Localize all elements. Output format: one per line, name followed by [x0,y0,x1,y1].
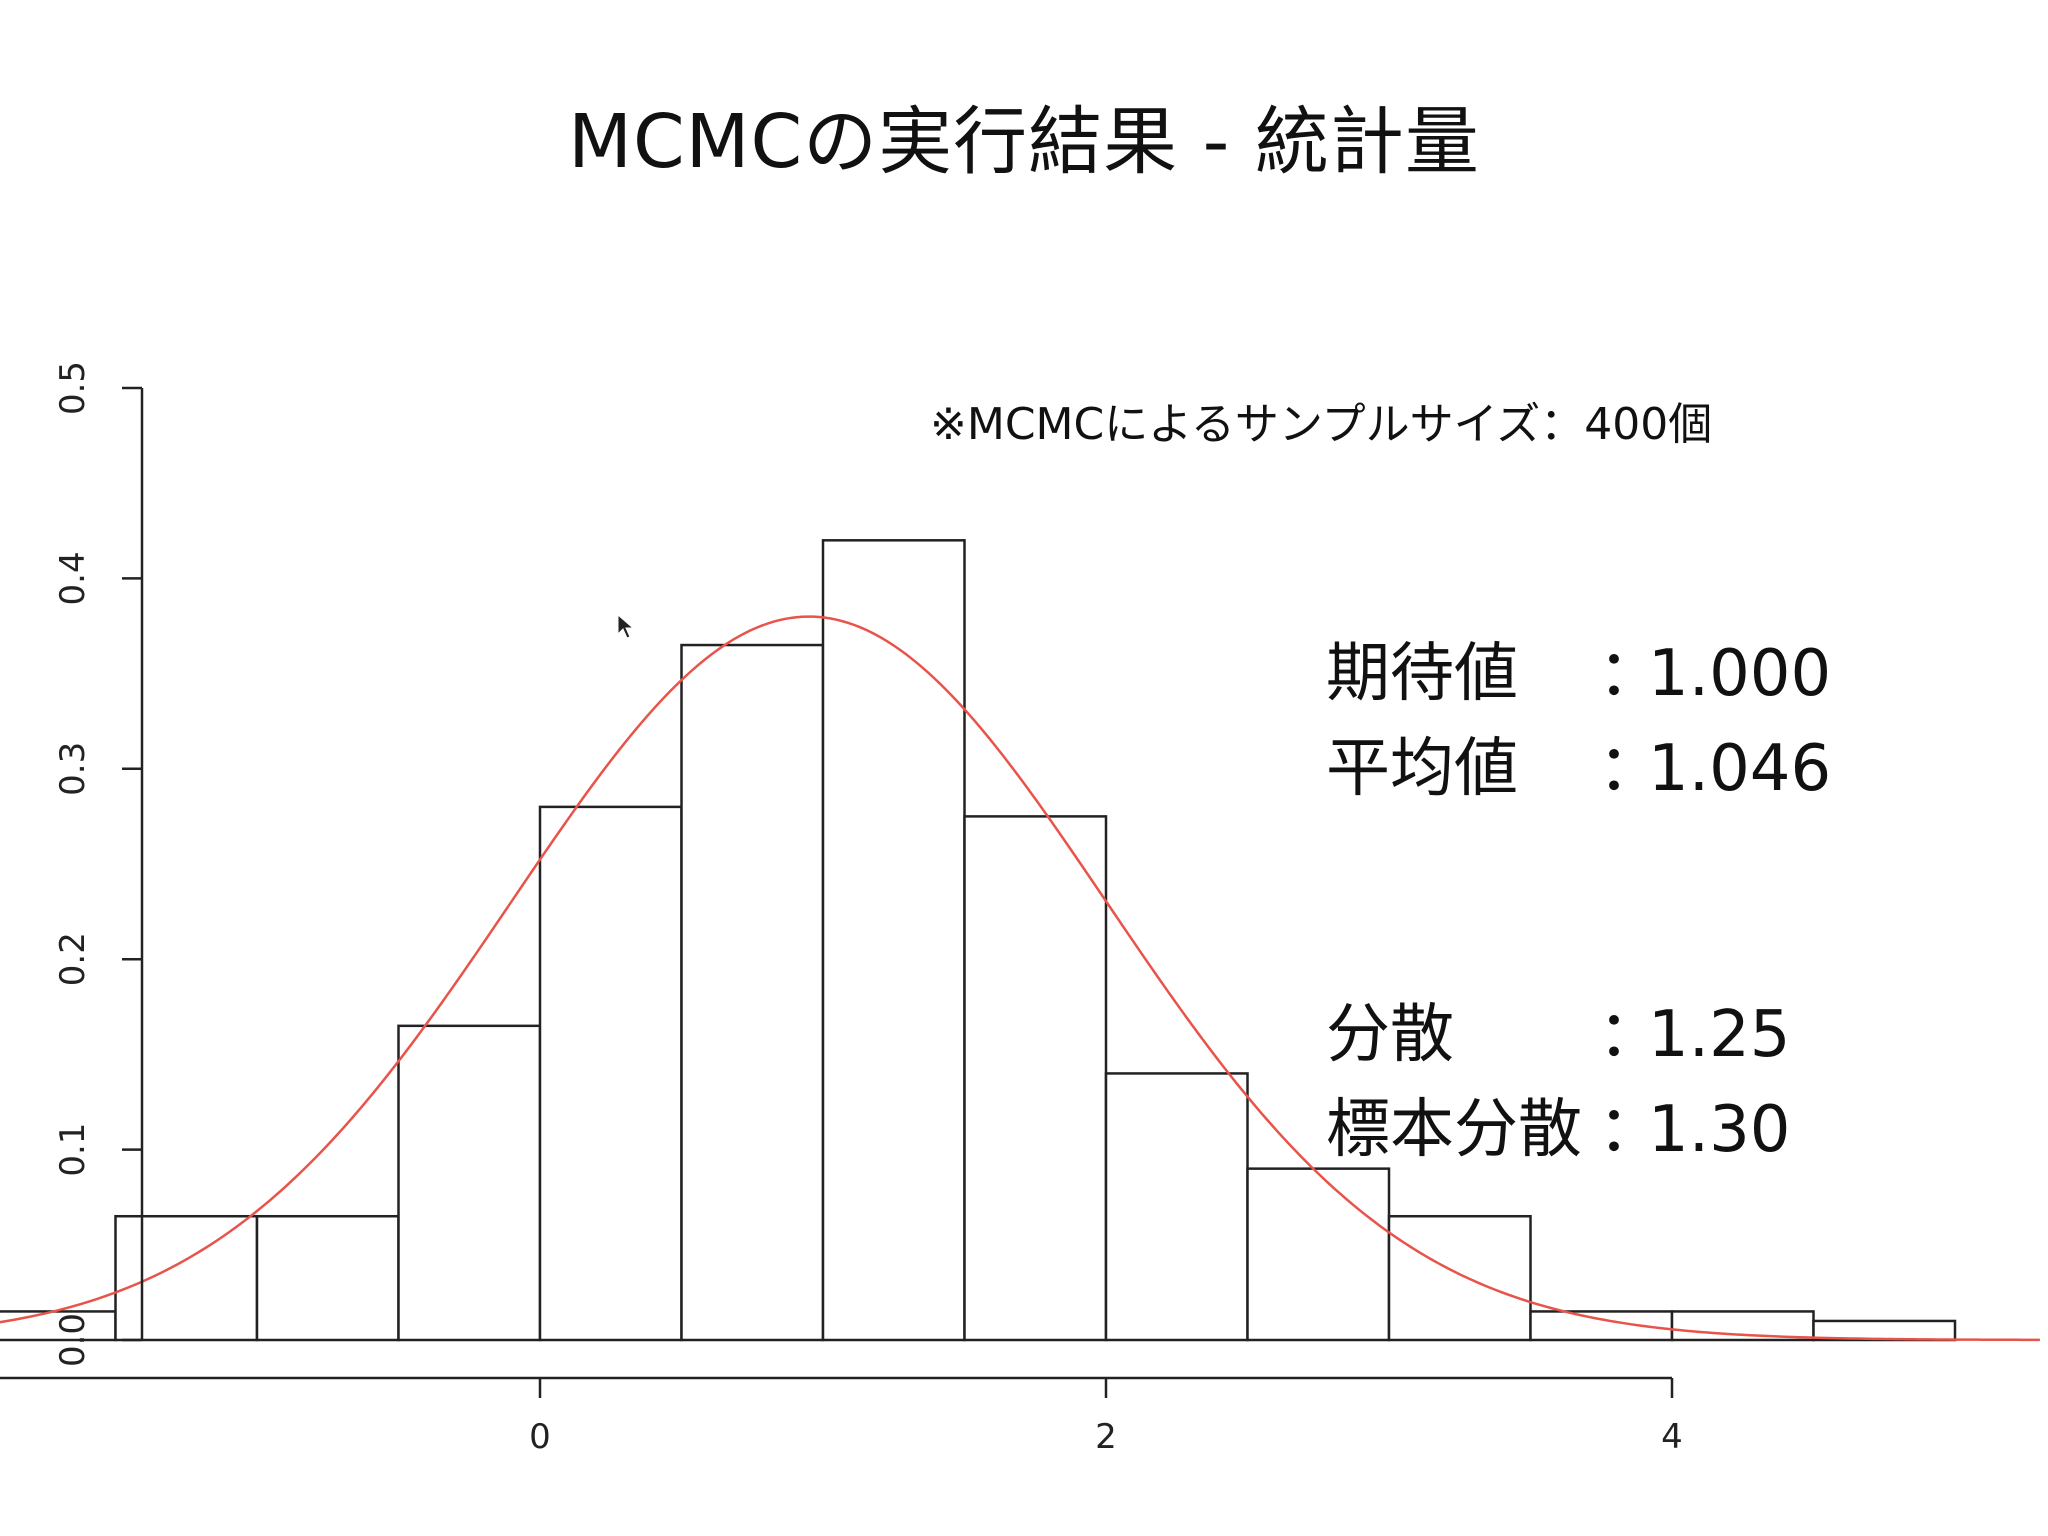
histogram-bar [538,805,683,1342]
y-tick-label: 0.5 [53,361,93,415]
x-axis: -2024 [0,1376,1683,1457]
y-tick-label: 0.0 [53,1313,93,1367]
stat-separator: ： [1598,998,1662,1072]
stat-expected-value: 期待値 ：1.000 [1326,622,1831,714]
stat-separator: ： [1598,1093,1662,1167]
histogram-bar [1104,1072,1249,1342]
sample-size-note: ※MCMCによるサンプルサイズ：400個 [930,399,1713,450]
stat-value: 1.30 [1648,1093,1791,1167]
density-curve [0,615,2040,1342]
stat-value: 1.046 [1648,732,1832,806]
stat-label: 標本分散 [1326,1093,1582,1167]
histogram-bar [821,539,966,1342]
y-tick-label: 0.4 [53,551,93,605]
histogram-bar [255,1214,400,1342]
y-tick-label: 0.3 [53,742,93,796]
stat-label: 平均値 [1326,732,1518,806]
histogram-bars [0,539,1957,1342]
x-tick-label: 4 [1661,1417,1683,1457]
histogram-bar [1387,1214,1532,1342]
stat-separator: ： [1598,637,1662,711]
mouse-cursor-icon [617,614,635,639]
histogram-bar [1246,1167,1391,1342]
stat-label: 期待値 [1326,637,1518,711]
stat-mean: 平均値 ：1.046 [1326,717,1831,809]
histogram-bar [397,1024,542,1342]
stat-variance: 分散 ：1.25 [1326,983,1791,1075]
stat-value: 1.25 [1648,998,1791,1072]
y-tick-label: 0.1 [53,1123,93,1177]
y-tick-label: 0.2 [53,932,93,986]
stat-label: 分散 [1326,998,1454,1072]
stat-sample-variance: 標本分散 ：1.30 [1326,1078,1791,1170]
x-tick-label: 2 [1095,1417,1117,1457]
stat-separator: ： [1598,732,1662,806]
x-tick-label: 0 [529,1417,551,1457]
slide-title: MCMCの実行結果 - 統計量 [568,99,1480,185]
y-axis: 0.0 0.1 0.2 0.3 0.4 0.5 [53,361,144,1367]
histogram-bar [114,1214,259,1342]
histogram-bar [680,643,825,1342]
histogram-bar [963,815,1108,1342]
stat-value: 1.000 [1648,637,1832,711]
